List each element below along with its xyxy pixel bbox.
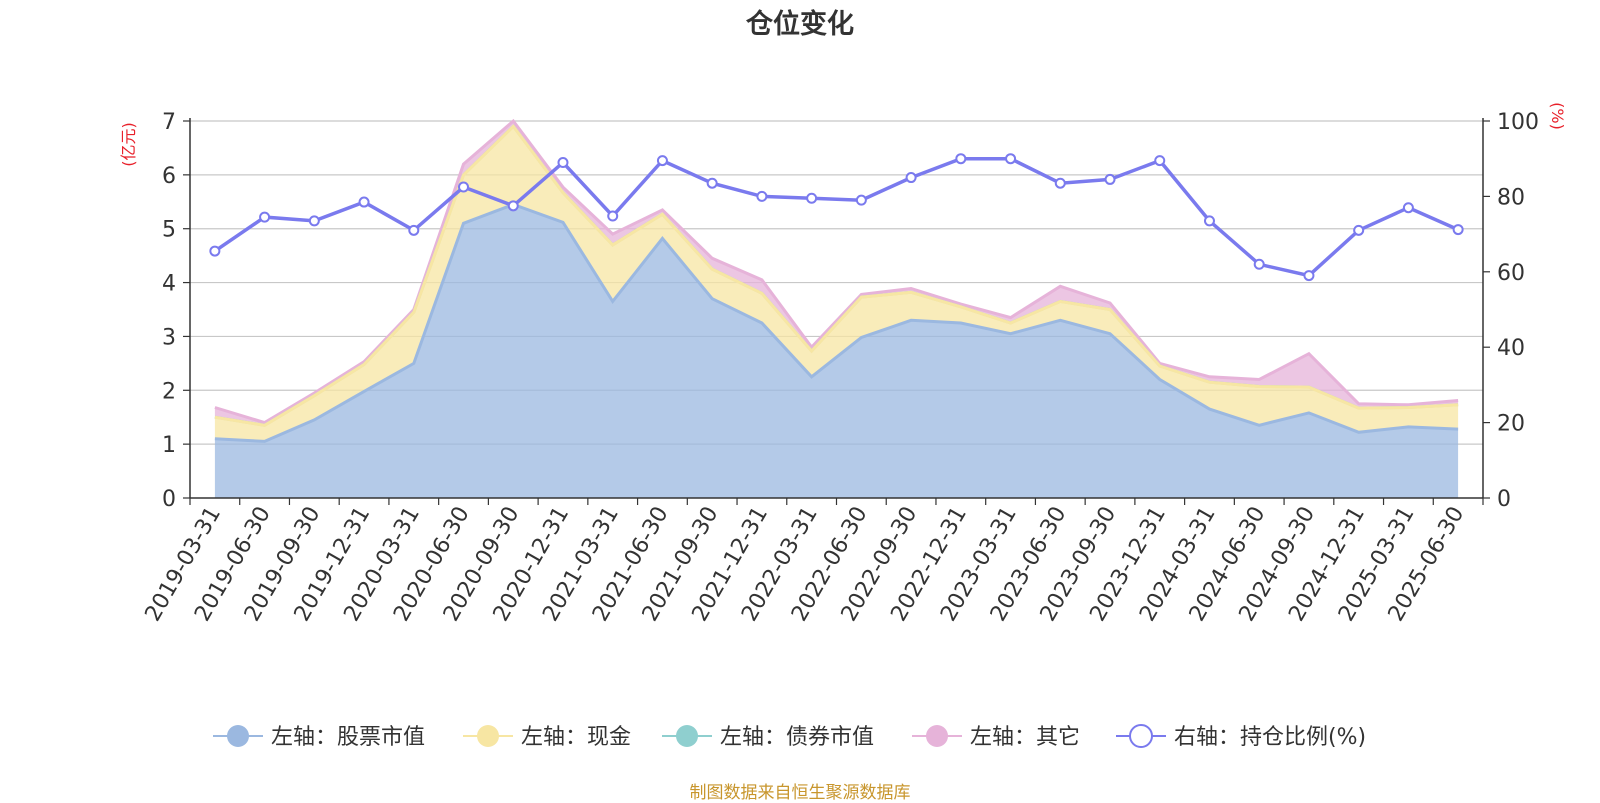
- holding-ratio-point: [806, 192, 818, 204]
- legend-label-4: 右轴：持仓比例(%): [1174, 725, 1366, 750]
- left-tick-label: 5: [162, 218, 176, 243]
- area-series-f7e6a3: [214, 126, 1459, 442]
- area-series-line-f7e6a3: [214, 124, 1459, 427]
- right-tick-label: 100: [1497, 110, 1539, 135]
- area-series-line-9bb8e0: [214, 202, 1459, 443]
- right-tick-label: 80: [1497, 185, 1525, 210]
- holding-ratio-point: [1353, 224, 1365, 236]
- holding-ratio-point: [557, 156, 569, 168]
- holding-ratio-point: [408, 224, 420, 236]
- holding-ratio-point: [1005, 153, 1017, 165]
- right-axis-label: (%): [1548, 102, 1567, 130]
- holding-ratio-line: [213, 156, 1459, 278]
- legend-label-3: 左轴：其它: [970, 725, 1080, 750]
- holding-ratio-point: [756, 190, 768, 202]
- chart-title: 仓位变化: [745, 8, 854, 40]
- holding-ratio-point: [259, 211, 271, 223]
- right-tick-label: 0: [1497, 487, 1511, 512]
- holding-ratio-point: [1203, 215, 1215, 227]
- left-axis-label: (亿元): [119, 122, 138, 167]
- holding-ratio-point: [1452, 224, 1464, 236]
- legend-label-1: 左轴：现金: [521, 725, 631, 750]
- legend-marker-0: [227, 725, 249, 747]
- holding-ratio-point: [1054, 177, 1066, 189]
- left-tick-label: 7: [162, 110, 176, 135]
- left-tick-label: 3: [162, 325, 176, 350]
- left-tick-label: 1: [162, 433, 176, 458]
- legend-marker-3: [926, 725, 948, 747]
- holding-ratio-point: [1104, 173, 1116, 185]
- holding-ratio-point: [458, 181, 470, 193]
- legend-label-2: 左轴：债券市值: [720, 725, 874, 750]
- data-source-footer: 制图数据来自恒生聚源数据库: [689, 783, 911, 803]
- holding-ratio-point: [308, 215, 320, 227]
- holding-ratio-point: [855, 194, 867, 206]
- holding-ratio-point: [656, 155, 668, 167]
- holding-ratio-point: [706, 177, 718, 189]
- legend-marker-2: [676, 725, 698, 747]
- right-tick-label: 60: [1497, 261, 1525, 286]
- left-tick-label: 4: [162, 272, 176, 297]
- right-tick-label: 40: [1497, 336, 1525, 361]
- holding-ratio-point: [1253, 258, 1265, 270]
- legend-marker-4: [1129, 724, 1153, 748]
- holding-ratio-point: [607, 210, 619, 222]
- holding-ratio-point: [507, 200, 519, 212]
- holding-ratio-point: [358, 196, 370, 208]
- legend-label-0: 左轴：股票市值: [271, 725, 425, 750]
- area-series-9bb8e0: [214, 204, 1459, 498]
- right-tick-label: 20: [1497, 412, 1525, 437]
- legend-marker-1: [477, 725, 499, 747]
- holding-ratio-point: [209, 245, 221, 257]
- holding-ratio-point: [1303, 270, 1315, 282]
- holding-ratio-point: [1402, 202, 1414, 214]
- holding-ratio-point: [955, 153, 967, 165]
- left-tick-label: 2: [162, 379, 176, 404]
- holding-ratio-point: [1154, 155, 1166, 167]
- left-tick-label: 6: [162, 164, 176, 189]
- left-tick-label: 0: [162, 487, 176, 512]
- holding-ratio-point: [905, 172, 917, 184]
